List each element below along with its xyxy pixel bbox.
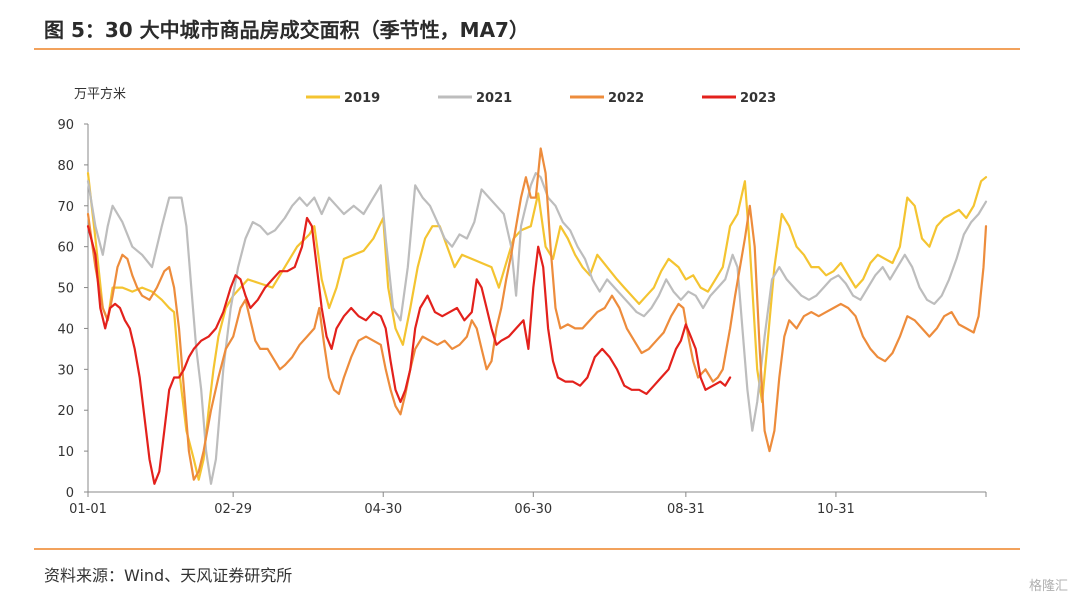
x-tick-label: 08-31 <box>667 502 705 517</box>
y-axis-unit-label: 万平方米 <box>74 86 126 102</box>
series-line-2019 <box>86 172 988 481</box>
y-tick-label: 40 <box>57 322 74 337</box>
legend-label-2021: 2021 <box>476 91 512 106</box>
axes: 0 10 20 30 40 50 60 70 80 90 01-01 02-29 04-30 06-30 0… <box>57 118 987 517</box>
x-tick-label: 01-01 <box>69 502 107 517</box>
line-chart: 万平方米 2019 2021 2022 2023 0 10 20 30 40 50 60 70 80 9… <box>57 86 988 517</box>
y-tick-label: 90 <box>57 118 74 133</box>
y-tick-label: 70 <box>57 200 74 215</box>
legend-label-2023: 2023 <box>740 91 776 106</box>
y-tick-label: 80 <box>57 159 74 174</box>
y-tick-label: 0 <box>66 486 74 501</box>
legend-label-2019: 2019 <box>344 91 380 106</box>
y-tick-label: 30 <box>57 363 74 378</box>
x-tick-label: 02-29 <box>214 502 252 517</box>
series-line-2021 <box>86 172 988 485</box>
legend: 2019 2021 2022 2023 <box>306 91 776 106</box>
y-tick-label: 10 <box>57 445 74 460</box>
x-tick-label: 10-31 <box>817 502 855 517</box>
y-tick-label: 50 <box>57 282 74 297</box>
x-tick-label: 04-30 <box>364 502 402 517</box>
y-tick-label: 60 <box>57 241 74 256</box>
legend-label-2022: 2022 <box>608 91 644 106</box>
chart-title: 图 5：30 大中城市商品房成交面积（季节性，MA7） <box>44 18 529 42</box>
series-line-2022 <box>86 147 988 481</box>
series-line-2023 <box>86 216 732 485</box>
y-tick-label: 20 <box>57 404 74 419</box>
series-lines <box>86 147 988 485</box>
title-divider <box>34 48 1020 50</box>
x-tick-label: 06-30 <box>514 502 552 517</box>
source-note: 资料来源：Wind、天风证券研究所 <box>44 566 293 585</box>
watermark-logo: 格隆汇 <box>1028 579 1068 594</box>
source-divider <box>34 548 1020 550</box>
